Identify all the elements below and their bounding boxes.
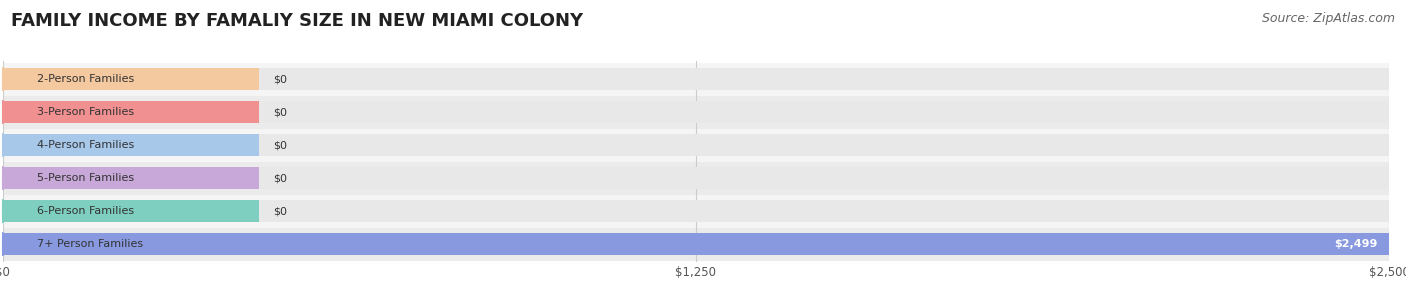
Bar [3,233,1389,255]
Text: $0: $0 [273,74,287,84]
Bar [3,233,1389,255]
Text: $0: $0 [273,173,287,183]
Bar [3,101,259,123]
Bar [3,228,1389,261]
Text: 2-Person Families: 2-Person Families [38,74,135,84]
Bar [3,167,1389,189]
Bar [3,134,259,156]
Text: 7+ Person Families: 7+ Person Families [38,239,143,249]
Bar [3,68,1389,90]
Text: FAMILY INCOME BY FAMALIY SIZE IN NEW MIAMI COLONY: FAMILY INCOME BY FAMALIY SIZE IN NEW MIA… [11,12,583,30]
Bar [3,134,1389,156]
Bar [3,195,1389,228]
Bar [3,101,1389,123]
Text: 3-Person Families: 3-Person Families [38,107,135,117]
Text: Source: ZipAtlas.com: Source: ZipAtlas.com [1261,12,1395,25]
Bar [3,162,1389,195]
Bar [3,63,1389,96]
Text: 6-Person Families: 6-Person Families [38,206,135,216]
Bar [3,200,1389,222]
Text: $0: $0 [273,206,287,216]
Bar [3,96,1389,129]
Text: 4-Person Families: 4-Person Families [38,140,135,150]
Text: $2,499: $2,499 [1334,239,1378,249]
Bar [3,200,259,222]
Bar [3,167,259,189]
Text: $0: $0 [273,140,287,150]
Bar [3,129,1389,162]
Bar [3,68,259,90]
Text: $0: $0 [273,107,287,117]
Text: 5-Person Families: 5-Person Families [38,173,135,183]
